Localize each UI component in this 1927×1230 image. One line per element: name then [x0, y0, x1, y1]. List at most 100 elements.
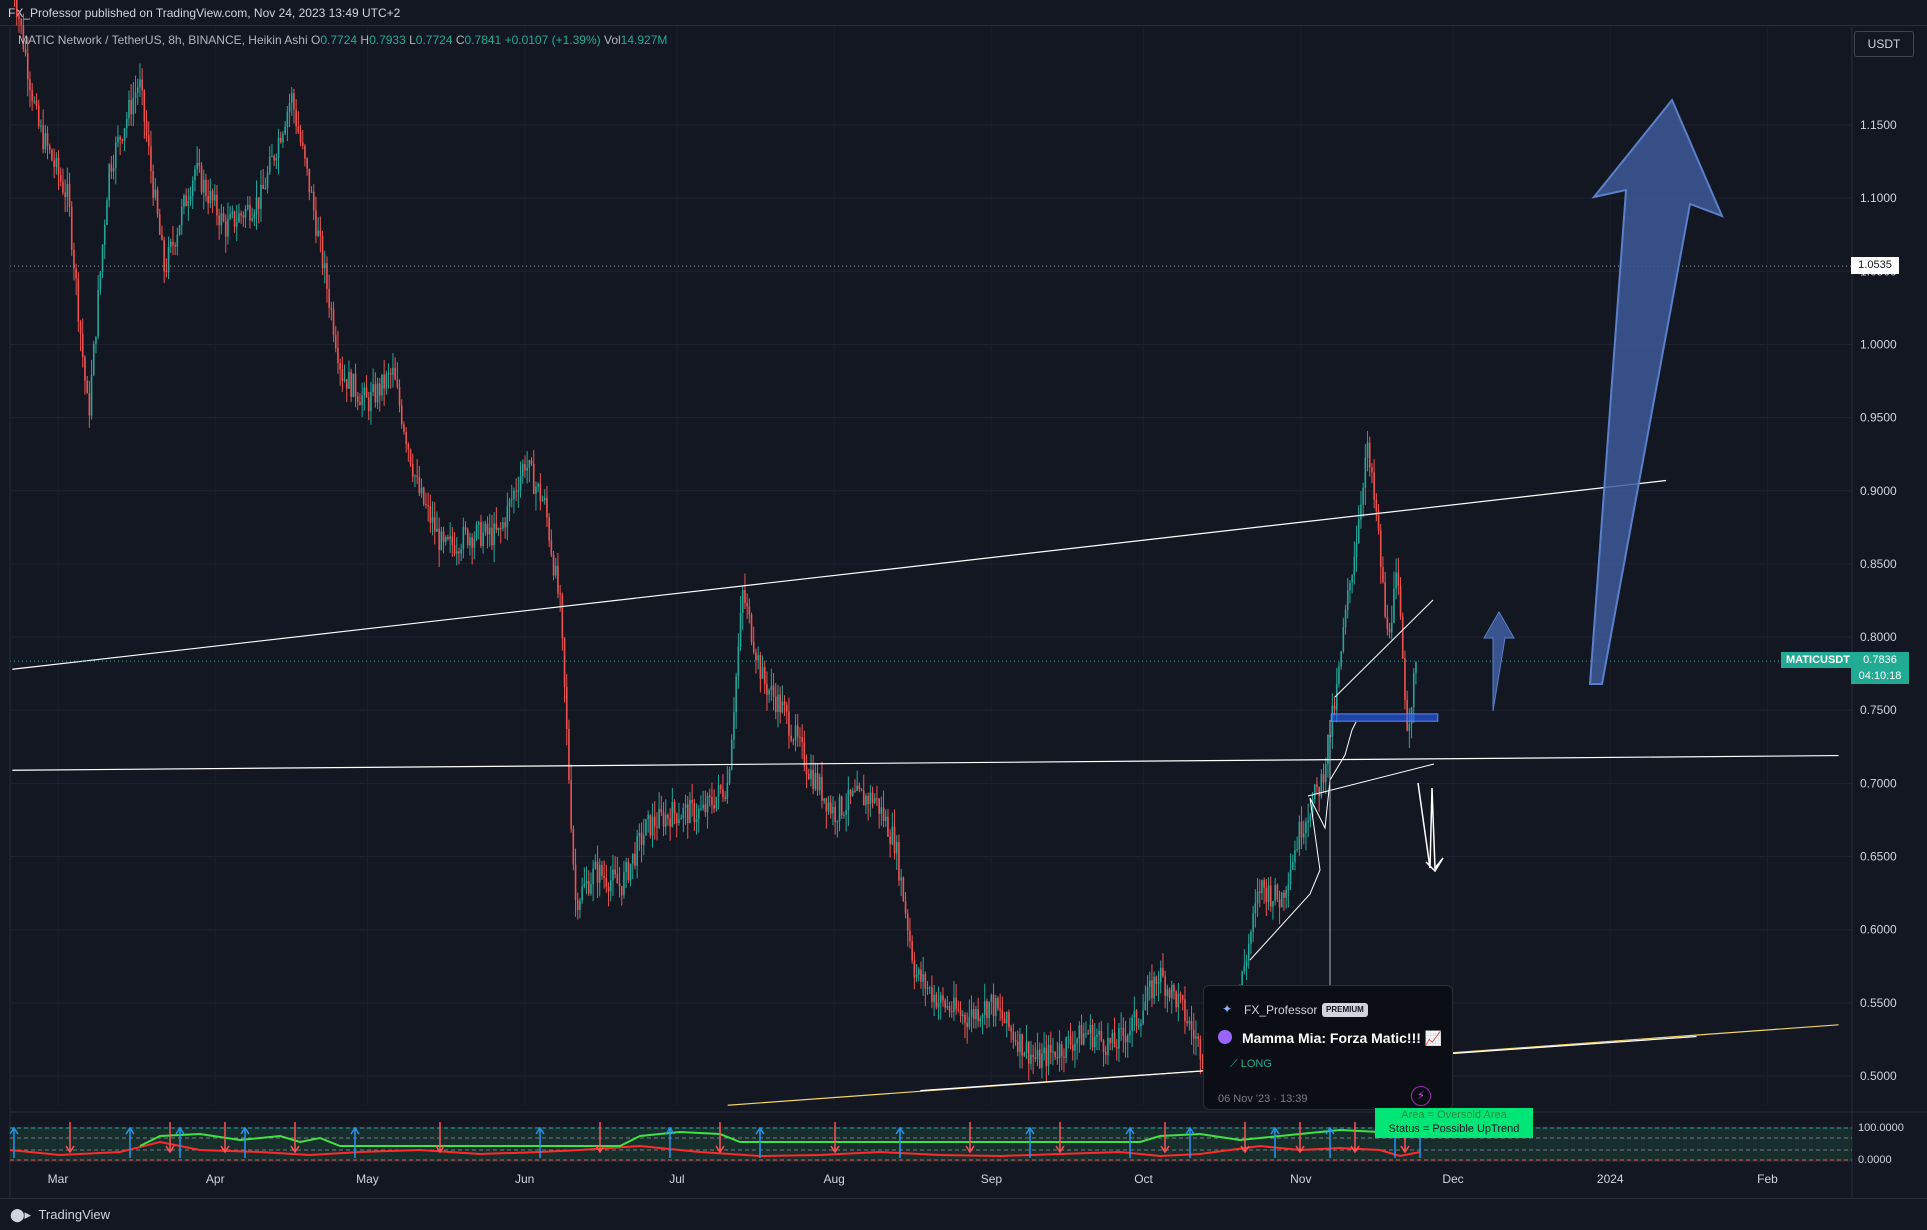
candle-body [1098, 1031, 1100, 1035]
candle-body [101, 244, 104, 272]
candle-body [92, 343, 95, 376]
candle-body [678, 819, 680, 824]
candle-body [495, 523, 498, 531]
candle-body [1074, 1043, 1076, 1051]
candle-body [900, 877, 902, 881]
idea-card[interactable]: ✦ FX_Professor PREMIUM Mamma Mia: Forza … [1203, 985, 1453, 1110]
footer-brand[interactable]: TradingView [38, 1207, 111, 1222]
candle-body [262, 185, 264, 189]
candle-body [979, 1018, 982, 1022]
candle-body [957, 1009, 960, 1011]
candle-body [161, 234, 163, 240]
candle-body [649, 814, 652, 836]
candle-body [97, 289, 99, 337]
candle-body [453, 544, 456, 554]
candle-body [882, 807, 885, 821]
candle-body [884, 816, 887, 821]
trendline[interactable] [12, 754, 1839, 771]
trendline[interactable] [12, 479, 1667, 670]
candle-body [359, 401, 361, 406]
price-axis[interactable]: 1.15001.10001.05001.00000.95000.90000.85… [1851, 27, 1897, 1198]
candle-body [1115, 1047, 1118, 1049]
idea-author[interactable]: FX_Professor [1244, 1003, 1318, 1017]
candle-body [31, 90, 33, 102]
candle-body [1157, 982, 1160, 984]
annotations[interactable] [1249, 98, 1724, 985]
candle-body [832, 806, 834, 814]
candle-body [977, 1009, 979, 1022]
tradingview-logo-icon: ⬤▸ [10, 1207, 32, 1222]
candle-body [1300, 821, 1303, 838]
candle-body [235, 222, 238, 227]
signal-arrow-head [1025, 1126, 1035, 1135]
horizontal-level-tag: 1.0535 [1851, 257, 1899, 274]
candle-body [836, 821, 839, 823]
candle-body [1340, 651, 1342, 667]
signal-arrow-head [1240, 1145, 1250, 1154]
candle-body [616, 874, 619, 884]
candle-body [1179, 994, 1182, 996]
time-axis[interactable]: Mar Apr May Jun Jul Aug Sep Oct Nov Dec 2024 Feb [9, 27, 1927, 1198]
candle-body [1267, 885, 1270, 902]
candle-body [260, 185, 262, 209]
candle-body [1034, 1057, 1037, 1060]
candle-body [576, 899, 579, 911]
candle-body [689, 799, 691, 824]
candle-body [103, 224, 106, 245]
candle-body [521, 463, 524, 477]
candle-body [1080, 1025, 1083, 1045]
candle-body [524, 463, 526, 471]
candle-body [403, 424, 405, 432]
candle-body [953, 997, 955, 1013]
candle-body [605, 877, 608, 887]
support-zone[interactable] [1330, 713, 1439, 722]
candle-body [1144, 1001, 1147, 1011]
candle-body [814, 773, 817, 789]
currency-button[interactable]: USDT [1854, 31, 1914, 57]
candle-body [95, 336, 97, 344]
candle-body [1155, 976, 1158, 984]
big-up-arrow[interactable] [1588, 98, 1724, 685]
candle-body [1261, 880, 1263, 893]
signal-arrow-head [715, 1145, 725, 1154]
candle-body [517, 490, 520, 492]
candle-body [1089, 1025, 1092, 1034]
candle-body [211, 190, 214, 201]
candle-body [488, 527, 491, 535]
candle-body [695, 818, 698, 823]
candle-body [1146, 986, 1149, 1002]
candle-body [750, 614, 753, 643]
candle-body [693, 803, 696, 823]
premium-badge: PREMIUM [1322, 1003, 1368, 1017]
candle-body [1135, 1010, 1138, 1026]
zigzag-down-arrow[interactable] [1417, 782, 1444, 873]
candle-body [702, 804, 704, 809]
candle-body [660, 808, 663, 813]
lightning-icon[interactable]: ⚡ [1411, 1086, 1431, 1106]
candle-body [106, 200, 108, 225]
candle-body [1201, 1059, 1204, 1062]
candle-body [1008, 1011, 1010, 1028]
candle-body [460, 549, 462, 554]
candle-body [1311, 799, 1314, 817]
candle-body [249, 204, 251, 221]
trendlines[interactable] [10, 265, 1852, 1106]
candle-body [99, 271, 102, 290]
price-tick-label: 0.5500 [1860, 996, 1897, 1010]
candle-body [1181, 995, 1184, 1000]
price-tick-label: 0.9500 [1860, 411, 1897, 425]
candle-body [79, 321, 82, 334]
candle-body [339, 362, 341, 370]
idea-title[interactable]: Mamma Mia: Forza Matic!!! 📈 [1242, 1030, 1443, 1046]
candle-body [1362, 487, 1364, 505]
price-tick-label: 0.6000 [1860, 923, 1897, 937]
candle-body [277, 137, 280, 158]
candle-body [480, 522, 482, 547]
candle-body [739, 612, 742, 647]
candle-body [163, 239, 165, 272]
vol-label: Vol [603, 33, 621, 47]
candle-body [1052, 1051, 1054, 1053]
small-up-arrow[interactable] [1483, 610, 1515, 712]
candle-body [906, 913, 909, 931]
